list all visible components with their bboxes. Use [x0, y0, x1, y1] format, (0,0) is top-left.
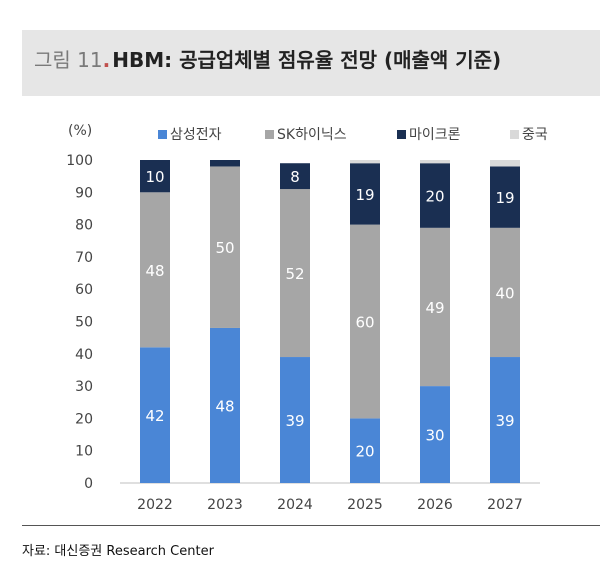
- figure-title-bar: 그림 11 . HBM: 공급업체별 점유율 전망 (매출액 기준): [22, 30, 600, 96]
- x-tick-label: 2025: [347, 497, 383, 513]
- bar-segment: [490, 166, 520, 228]
- figure-number-dot: .: [102, 48, 111, 72]
- legend-swatch: [158, 130, 167, 139]
- x-tick-label: 2022: [137, 497, 173, 513]
- x-tick-label: 2027: [487, 497, 523, 513]
- bar-segment: [280, 163, 310, 190]
- source-divider: [22, 525, 600, 526]
- bar-segment: [350, 163, 380, 225]
- bar-segment: [490, 227, 520, 358]
- data-label: 50: [215, 239, 234, 257]
- data-label: 39: [495, 412, 514, 430]
- x-tick-label: 2023: [207, 497, 243, 513]
- y-axis-unit-label: (%): [68, 123, 92, 139]
- bar-segment: [210, 327, 240, 483]
- data-label: 39: [285, 412, 304, 430]
- y-tick-label: 60: [75, 282, 93, 298]
- y-tick-label: 90: [75, 185, 93, 201]
- legend-label: SK하이닉스: [277, 127, 347, 143]
- data-label: 42: [145, 407, 164, 425]
- y-tick-label: 10: [75, 444, 93, 460]
- bar-segment: [210, 160, 240, 167]
- legend-label: 중국: [522, 127, 548, 143]
- legend-label: 삼성전자: [170, 127, 222, 143]
- data-label: 30: [425, 427, 444, 445]
- y-tick-label: 70: [75, 250, 93, 266]
- y-tick-label: 100: [66, 153, 93, 169]
- figure-title: HBM: 공급업체별 점유율 전망 (매출액 기준): [112, 48, 502, 72]
- y-tick-label: 20: [75, 411, 93, 427]
- data-label: 40: [495, 284, 514, 302]
- x-tick-label: 2026: [417, 497, 453, 513]
- y-tick-label: 0: [84, 476, 93, 492]
- data-label: 49: [425, 299, 444, 317]
- y-tick-label: 80: [75, 218, 93, 234]
- bar-segment: [490, 160, 520, 167]
- bar-segment: [280, 189, 310, 358]
- source-note: 자료: 대신증권 Research Center: [22, 544, 214, 559]
- bar-segment: [420, 163, 450, 228]
- x-tick-label: 2024: [277, 497, 313, 513]
- bar-segment: [280, 357, 310, 483]
- data-label: 8: [290, 168, 300, 186]
- data-label: 19: [495, 189, 514, 207]
- data-label: 10: [145, 168, 164, 186]
- bar-segment: [420, 227, 450, 387]
- bar-segment: [490, 357, 520, 483]
- chart-legend: 삼성전자 SK하이닉스 마이크론 중국: [158, 127, 548, 143]
- y-tick-label: 30: [75, 379, 93, 395]
- data-label: 48: [145, 262, 164, 280]
- bar-segment: [140, 347, 170, 483]
- chart-bars: [140, 160, 520, 483]
- y-tick-label: 40: [75, 347, 93, 363]
- data-label: 48: [215, 397, 234, 415]
- y-tick-label: 50: [75, 315, 93, 331]
- data-label: 60: [355, 314, 374, 332]
- bar-segment: [140, 160, 170, 193]
- bar-segment: [350, 418, 380, 483]
- bar-segment: [420, 160, 450, 164]
- bar-segment: [420, 386, 450, 483]
- bar-segment: [350, 160, 380, 164]
- bar-segment: [210, 166, 240, 328]
- figure-number: 그림 11: [34, 48, 103, 72]
- data-label: 20: [355, 443, 374, 461]
- data-label: 19: [355, 186, 374, 204]
- bar-segment: [140, 192, 170, 348]
- chart-data-labels: 42 48 10 48 50 39 52 8 20 60 19 30 49 20 39 40 19: [145, 168, 514, 461]
- bar-segment: [350, 224, 380, 419]
- data-label: 52: [285, 265, 304, 283]
- legend-swatch: [397, 130, 406, 139]
- legend-label: 마이크론: [409, 127, 461, 143]
- legend-swatch: [265, 130, 274, 139]
- legend-swatch: [510, 130, 519, 139]
- data-label: 20: [425, 188, 444, 206]
